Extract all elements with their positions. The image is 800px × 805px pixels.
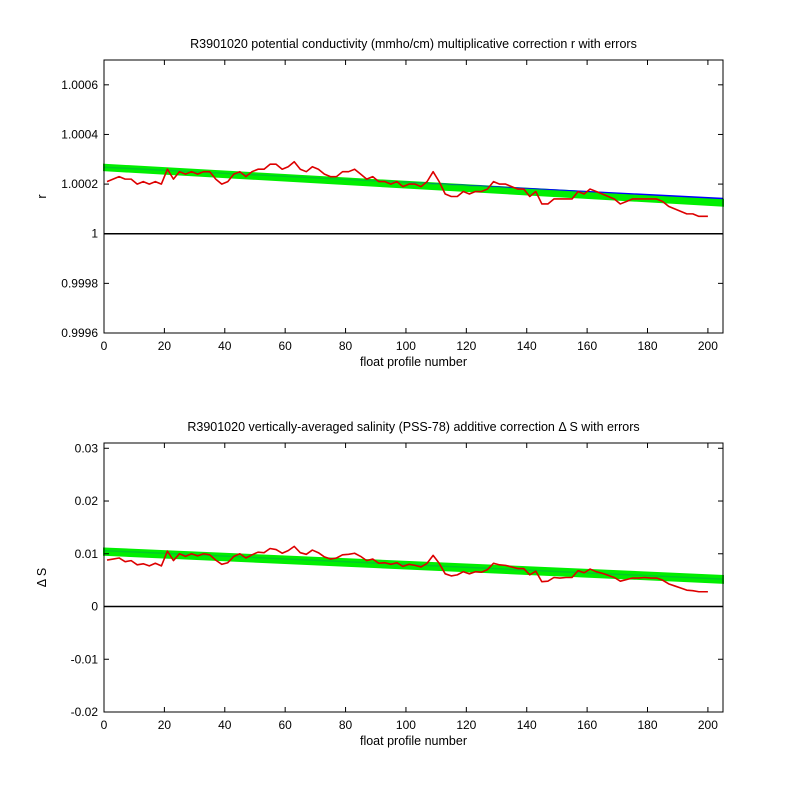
x-tick-label: 80 — [339, 718, 353, 732]
plot-conductivity-correction: 0 20 40 60 80 100 120 140 160 180 200 0.9996 0.9998 1… — [35, 37, 724, 369]
y-tick-label: 1.0002 — [61, 177, 98, 191]
x-tick-label: 100 — [396, 718, 416, 732]
error-band-overlay — [104, 164, 723, 206]
series-line-0 — [106, 545, 708, 593]
x-tick-label: 80 — [339, 339, 353, 353]
y-axis-label: r — [35, 194, 49, 198]
plot-salinity-correction: 0 20 40 60 80 100 120 140 160 180 200 -0.02 -0.01 0 0.… — [35, 420, 724, 748]
x-tick-label: 40 — [218, 339, 232, 353]
x-tick-label: 0 — [101, 339, 108, 353]
y-tick-label: 0 — [91, 600, 98, 614]
x-axis-label: float profile number — [360, 734, 467, 748]
x-tick-label: 140 — [517, 718, 537, 732]
y-tick-label: 0.02 — [75, 494, 99, 508]
x-tick-label: 20 — [158, 339, 172, 353]
x-tick-label: 120 — [456, 718, 476, 732]
chart-title: R3901020 potential conductivity (mmho/cm… — [190, 37, 637, 51]
x-tick-label: 20 — [158, 718, 172, 732]
x-tick-label: 140 — [517, 339, 537, 353]
y-tick-label: 1.0004 — [61, 127, 98, 141]
x-tick-label: 200 — [698, 339, 718, 353]
x-tick-label: 120 — [456, 339, 476, 353]
x-tick-label: 40 — [218, 718, 232, 732]
x-tick-label: 160 — [577, 718, 597, 732]
x-tick-label: 180 — [637, 718, 657, 732]
x-axis-label: float profile number — [360, 355, 467, 369]
y-tick-label: 1.0006 — [61, 78, 98, 92]
x-tick-label: 200 — [698, 718, 718, 732]
axes-frame — [103, 442, 724, 713]
y-tick-label: 0.9996 — [61, 326, 98, 340]
y-tick-label: 0.01 — [75, 547, 99, 561]
x-tick-label: 160 — [577, 339, 597, 353]
axes-frame — [103, 59, 724, 334]
x-tick-label: 60 — [278, 718, 292, 732]
y-axis-label: Δ S — [35, 568, 49, 587]
x-tick-label: 60 — [278, 339, 292, 353]
y-tick-label: -0.02 — [71, 705, 99, 719]
x-tick-label: 100 — [396, 339, 416, 353]
y-tick-label: -0.01 — [71, 652, 99, 666]
y-tick-label: 1 — [91, 227, 98, 241]
y-tick-label: 0.9998 — [61, 276, 98, 290]
chart-title: R3901020 vertically-averaged salinity (P… — [187, 420, 639, 434]
y-tick-label: 0.03 — [75, 441, 99, 455]
series-line-0 — [106, 160, 708, 218]
x-tick-label: 0 — [101, 718, 108, 732]
x-tick-label: 180 — [637, 339, 657, 353]
